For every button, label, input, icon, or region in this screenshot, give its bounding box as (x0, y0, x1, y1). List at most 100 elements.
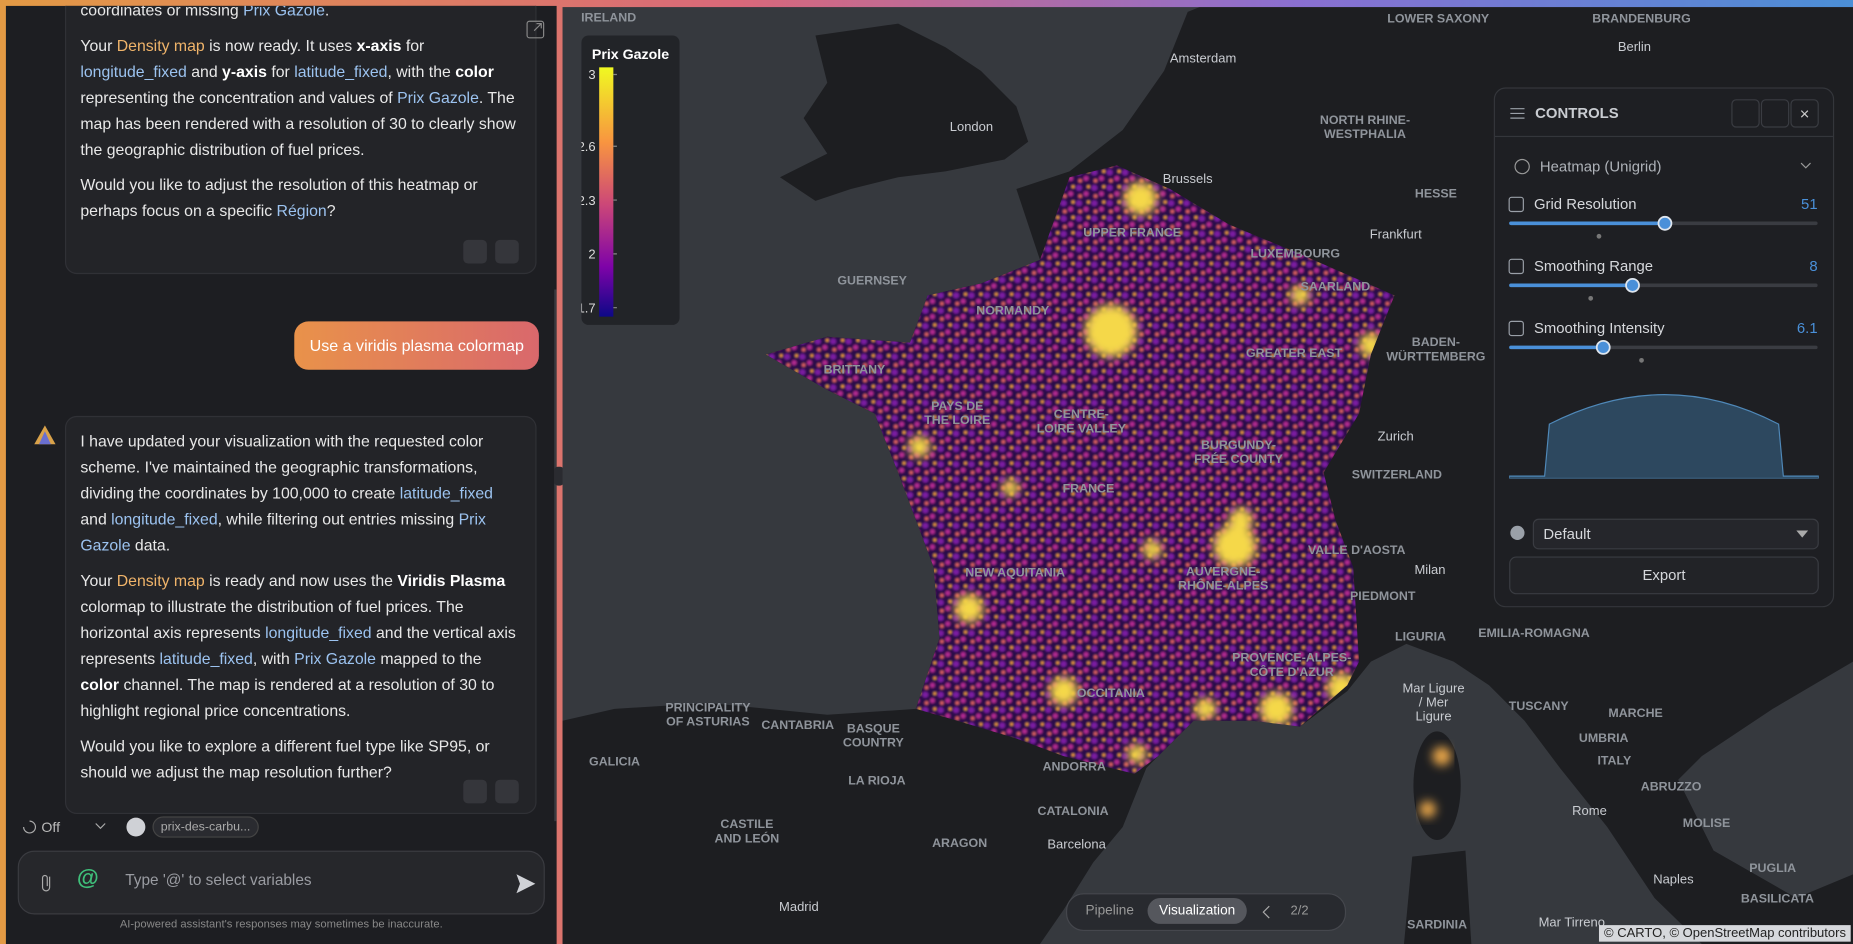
map-label: ABRUZZO (1641, 779, 1702, 793)
map-label: CENTRE-LOIRE VALLEY (1037, 407, 1127, 435)
copy-button[interactable] (463, 779, 487, 804)
slider-icon (1508, 196, 1524, 213)
close-button[interactable]: × (1790, 99, 1819, 128)
text: mapped to the (375, 649, 482, 668)
variable: Prix Gazole (80, 510, 486, 555)
map-label: PROVENCE-ALPES-CÔTE D'AZUR (1232, 651, 1351, 679)
tab[interactable]: Visualization (1147, 897, 1247, 924)
corsica-heat (1419, 746, 1452, 818)
map-labels: IRELAND LOWER SAXONY BRANDENBURG Berlin Amst… (581, 10, 1814, 931)
colorbar-gradient (599, 67, 614, 317)
slider-marker (1588, 295, 1594, 301)
map-label: PIEDMONT (1350, 589, 1416, 603)
dataset-chip[interactable]: prix-des-carbu... (152, 816, 259, 838)
map-label: BRITTANY (824, 362, 886, 376)
map-label: BURGUNDY-FRÉE COUNTY (1194, 438, 1284, 466)
copy-button[interactable] (463, 239, 487, 264)
palette-icon (1510, 525, 1525, 540)
minimize-button[interactable] (1731, 99, 1760, 128)
text: . (324, 5, 330, 19)
chevron (1796, 530, 1809, 538)
map-label: Berlin (1618, 39, 1651, 54)
prev-button[interactable] (1261, 905, 1273, 919)
legend-tick-label: 2 (588, 247, 595, 262)
bold: Viridis Plasma (397, 571, 506, 590)
variable: latitude_fixed (294, 62, 388, 81)
assistant-message: I have updated your visualization with t… (64, 415, 537, 815)
map-label: UPPER FRANCE (1083, 225, 1181, 239)
send-button[interactable] (515, 873, 536, 894)
map-label: BRANDENBURG (1592, 11, 1690, 25)
bold: x-axis (356, 36, 402, 55)
controls-panel: CONTROLS × Heatmap (Unigrid) Grid Resolu… (1493, 87, 1835, 608)
chat-input[interactable]: @ Type '@' to select variables (17, 850, 545, 915)
attribution: © CARTO, © OpenStreetMap contributors (1599, 925, 1851, 942)
slider-thumb[interactable] (1595, 339, 1611, 355)
toggle-controls[interactable] (18, 816, 148, 837)
map-label: SAARLAND (1301, 280, 1371, 294)
map-label: Mar Tirreno (1539, 914, 1605, 929)
open-external-button[interactable] (526, 20, 545, 39)
colorbar: 3 2.6 2.3 2 1.7 (581, 67, 617, 317)
map-label: AUVERGNE-RHÔNE-ALPES (1178, 564, 1268, 592)
text: is ready and now uses the (204, 571, 398, 590)
dock-button[interactable] (1760, 99, 1790, 128)
chevron[interactable] (1800, 162, 1812, 171)
map-label: Naples (1653, 872, 1694, 887)
message-paragraph: Your Density map is now ready. It uses x… (80, 33, 521, 163)
palette-select[interactable]: Default (1532, 518, 1819, 550)
map-label: TUSCANY (1509, 699, 1570, 713)
palette-value: Default (1543, 525, 1591, 543)
slider-icon (1508, 320, 1524, 337)
slider-thumb[interactable] (1625, 277, 1640, 293)
auto-toggle[interactable]: Off (41, 818, 61, 836)
highlight: Density map (116, 571, 205, 590)
legend-tick-label: 1.7 (581, 300, 595, 315)
map-label: VALLE D'AOSTA (1308, 543, 1406, 557)
map-label: BASILICATA (1741, 892, 1814, 906)
variable: Prix Gazole (397, 88, 479, 107)
message-paragraph: Your Density map is ready and now uses t… (80, 568, 521, 724)
resize-handle[interactable] (554, 466, 564, 486)
text: , while filtering out entries missing (217, 510, 459, 529)
layer-select[interactable]: Heatmap (Unigrid) (1539, 158, 1662, 175)
layout-button[interactable] (495, 779, 519, 804)
slider-thumb[interactable] (1657, 215, 1673, 231)
heatmap-hotspots (908, 181, 1383, 764)
tab[interactable]: Pipeline (1085, 903, 1134, 919)
map-label: CATALONIA (1038, 804, 1109, 818)
slider-icon (1508, 258, 1524, 275)
text: for (266, 62, 295, 81)
export-label: Export (1642, 567, 1686, 584)
page-indicator: 2/2 (1290, 903, 1309, 919)
slider-label: Smoothing Intensity (1534, 321, 1665, 337)
info-icon (1514, 158, 1530, 175)
slider-value: 8 (1809, 259, 1817, 275)
map-label: HESSE (1415, 186, 1457, 200)
disclaimer: AI-powered assistant's responses may som… (119, 918, 443, 932)
export-button[interactable]: Export (1509, 556, 1819, 595)
legend-title: Prix Gazole (591, 46, 670, 63)
map-label: Brussels (1163, 171, 1213, 186)
mention-icon[interactable]: @ (76, 866, 99, 891)
text: for (401, 36, 425, 55)
attach-icon[interactable] (35, 871, 59, 895)
slider-fill (1509, 221, 1665, 226)
legend: Prix Gazole 3 2.6 2.3 2 1.7 (581, 35, 680, 325)
layout-button[interactable] (495, 239, 519, 264)
map-label: ARAGON (932, 836, 987, 850)
slider-fill (1509, 283, 1633, 288)
slider-marker (1639, 357, 1644, 363)
map-label: PUGLIA (1749, 861, 1796, 875)
map-label: BASQUE COUNTRY (843, 722, 905, 750)
intensity-curve (1509, 394, 1819, 479)
text: Your (80, 571, 117, 590)
land (1403, 850, 1472, 944)
controls-icon (1510, 108, 1525, 119)
text: and the vertical axis represents (80, 623, 516, 668)
assistant-avatar (34, 425, 56, 445)
map-label: NORMANDY (976, 303, 1050, 317)
map-label: MARCHE (1608, 706, 1662, 720)
